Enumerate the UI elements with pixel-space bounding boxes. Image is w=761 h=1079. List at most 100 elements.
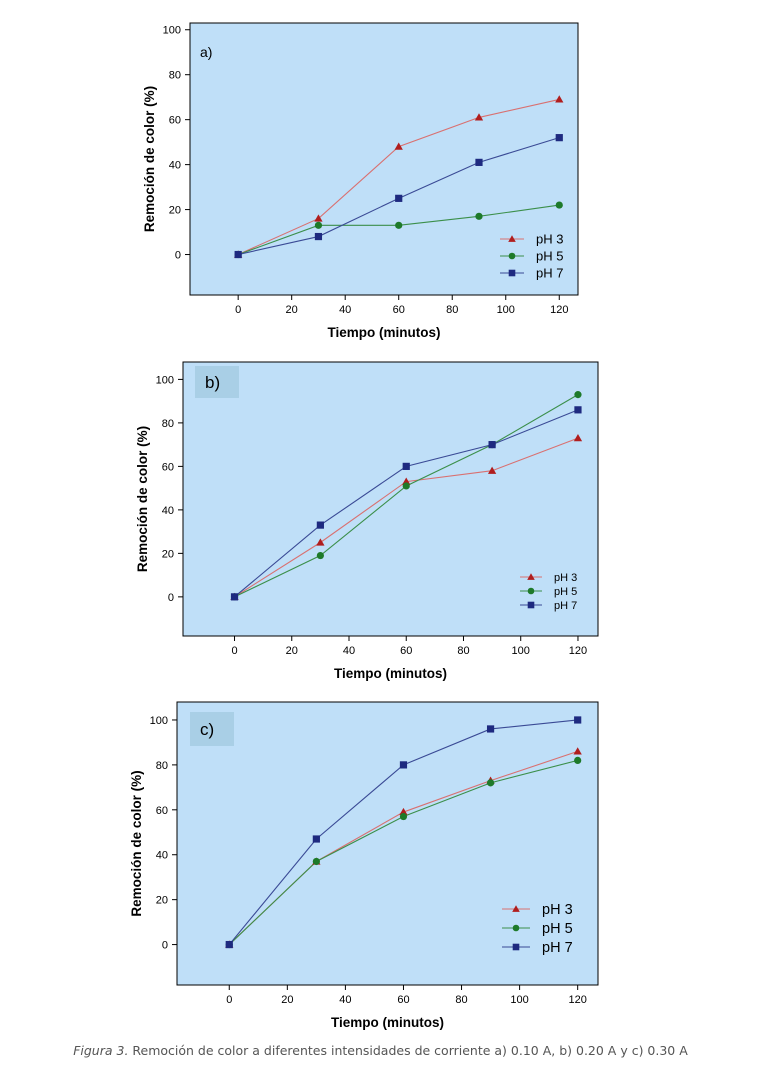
- legend-marker: [527, 601, 535, 609]
- legend-marker: [512, 943, 520, 951]
- data-point: [312, 857, 320, 866]
- x-tick-label: 0: [235, 304, 241, 316]
- data-point: [486, 725, 495, 733]
- legend-label: pH 3: [542, 902, 573, 918]
- y-tick-label: 40: [162, 505, 174, 517]
- y-tick-label: 60: [156, 805, 168, 817]
- y-tick-label: 100: [150, 715, 168, 727]
- data-point: [230, 593, 239, 601]
- chart-b: b) 0 20 40 60 80 100 0 20 40 60 80 100 120 Tiempo (min…: [135, 361, 599, 681]
- x-tick-label: 80: [457, 645, 469, 657]
- x-tick-label: 100: [497, 304, 515, 316]
- y-tick-label: 100: [163, 25, 181, 37]
- x-tick-label: 80: [446, 304, 458, 316]
- legend-label: pH 7: [536, 266, 563, 281]
- data-point: [573, 433, 583, 442]
- x-tick-label: 120: [568, 994, 586, 1006]
- data-point: [486, 779, 495, 787]
- x-tick-label: 80: [455, 994, 467, 1006]
- x-tick-label: 120: [550, 304, 568, 316]
- x-tick-label: 40: [339, 994, 351, 1006]
- legend-marker: [527, 573, 535, 580]
- legend-label: pH 5: [542, 921, 573, 937]
- data-point: [316, 551, 324, 560]
- legend-marker: [508, 235, 516, 242]
- series-points-ph7: [225, 716, 582, 949]
- y-tick-label: 100: [156, 374, 174, 386]
- y-tick-label: 60: [162, 461, 174, 473]
- y-axis-label: Remoción de color (%): [129, 770, 144, 916]
- y-tick-label: 0: [175, 250, 181, 262]
- legend-label: pH 7: [554, 600, 577, 612]
- data-point: [574, 756, 582, 764]
- figure-caption: Figura 3. Remoción de color a diferentes…: [0, 1043, 761, 1058]
- legend-label: pH 3: [554, 572, 577, 584]
- data-point: [314, 214, 323, 222]
- panel-label: a): [200, 44, 212, 60]
- data-point: [314, 221, 323, 229]
- x-tick-label: 100: [512, 645, 530, 657]
- data-point: [316, 538, 325, 546]
- legend-label: pH 7: [542, 940, 573, 956]
- chart-a: a) 0 20 40 60 80 100 0 20 40 60 80 100 120 Tiempo (min…: [142, 22, 579, 340]
- x-tick-label: 20: [286, 645, 298, 657]
- x-tick-label: 0: [231, 645, 237, 657]
- x-tick-label: 120: [569, 645, 587, 657]
- plot-area: [189, 22, 579, 296]
- x-axis-label: Tiempo (minutos): [331, 1015, 444, 1030]
- data-point: [225, 940, 233, 949]
- x-tick-label: 60: [397, 994, 409, 1006]
- y-tick-label: 20: [169, 205, 181, 217]
- data-point: [475, 158, 483, 166]
- legend-label: pH 3: [536, 232, 563, 247]
- x-tick-label: 40: [339, 304, 351, 316]
- chart-c: c) 0 20 40 60 80 100 0 20 40 60 80 100 120 Tiempo (min…: [129, 701, 599, 1030]
- data-point: [555, 95, 564, 103]
- caption-text: Remoción de color a diferentes intensida…: [132, 1043, 688, 1058]
- data-point: [555, 134, 563, 142]
- data-point: [574, 391, 582, 399]
- panel-label-box: [195, 366, 239, 398]
- data-point: [574, 406, 582, 414]
- plot-area: [176, 701, 599, 986]
- panel-label-box: [190, 712, 234, 746]
- data-point: [399, 807, 408, 816]
- legend-marker: [508, 252, 516, 260]
- data-point: [314, 232, 323, 241]
- legend-marker: [512, 905, 520, 912]
- data-point: [555, 201, 563, 209]
- legend-marker: [512, 924, 520, 932]
- data-point: [574, 716, 582, 724]
- x-tick-label: 60: [393, 304, 405, 316]
- y-tick-label: 0: [168, 592, 174, 604]
- x-tick-label: 0: [226, 994, 232, 1006]
- x-tick-label: 40: [343, 645, 355, 657]
- y-tick-label: 80: [169, 70, 181, 82]
- y-axis-label: Remoción de color (%): [135, 426, 150, 572]
- data-point: [402, 477, 411, 485]
- caption-label: Figura 3.: [73, 1043, 129, 1058]
- data-point: [316, 521, 324, 529]
- y-tick-label: 0: [162, 940, 168, 952]
- y-tick-label: 80: [162, 418, 174, 430]
- x-tick-label: 20: [286, 304, 298, 316]
- series-points-ph7: [230, 406, 582, 601]
- x-axis-label: Tiempo (minutos): [334, 666, 447, 681]
- data-point: [488, 441, 496, 449]
- data-point: [487, 466, 497, 474]
- y-tick-label: 20: [156, 895, 168, 907]
- x-tick-label: 20: [281, 994, 293, 1006]
- data-point: [399, 812, 408, 821]
- data-point: [402, 462, 410, 470]
- x-axis-label: Tiempo (minutos): [328, 325, 441, 340]
- y-tick-label: 40: [169, 160, 181, 172]
- legend-label: pH 5: [536, 249, 563, 264]
- data-point: [234, 250, 242, 259]
- y-tick-label: 40: [156, 850, 168, 862]
- panel-label: b): [205, 373, 220, 392]
- x-tick-label: 100: [510, 994, 528, 1006]
- data-point: [475, 212, 483, 220]
- data-point: [399, 761, 408, 769]
- legend-label: pH 5: [554, 586, 577, 598]
- data-point: [402, 482, 410, 490]
